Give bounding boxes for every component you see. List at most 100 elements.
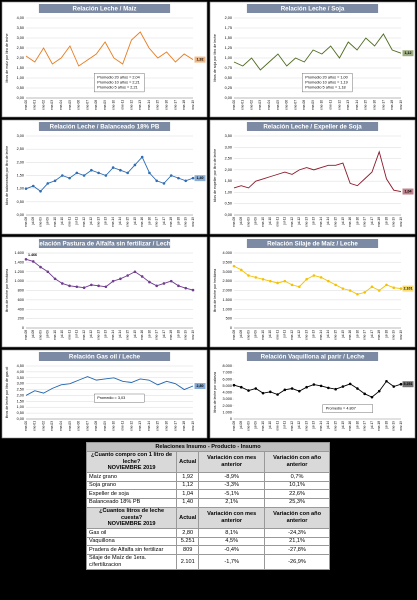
table-cell: Variación con mes anterior	[198, 506, 266, 529]
y-tick-label: 2.000	[222, 289, 232, 293]
annotation: Promedio 5 años = 1,18	[305, 86, 345, 90]
x-tick-label: ene-10	[53, 217, 57, 227]
y-tick-label: 4.000	[222, 251, 232, 255]
table-cell: -3,3%	[198, 480, 266, 491]
table-cell: 1,92	[176, 472, 200, 482]
x-tick-label: ene-17	[173, 421, 177, 431]
value-label: 1.466	[28, 253, 37, 257]
x-tick-label: ene-09	[38, 217, 42, 227]
x-tick-label: ene-11	[67, 217, 71, 227]
x-tick-label: ene-14	[147, 421, 151, 431]
x-tick-label: jul-08	[31, 217, 35, 226]
panel	[1, 236, 208, 348]
x-tick-label: ene-14	[111, 217, 115, 227]
x-tick-label: jul-12	[297, 217, 301, 226]
x-tick-label: ene-11	[275, 421, 279, 431]
panel	[1, 1, 208, 118]
y-tick-label: 3,50	[17, 26, 24, 30]
x-tick-label: ene-17	[155, 217, 159, 227]
y-tick-label: 3,00	[17, 36, 24, 40]
x-tick-label: jul-13	[312, 330, 316, 339]
y-tick-label: 1.600	[14, 251, 24, 255]
y-tick-label: 0	[22, 326, 24, 330]
x-tick-label: ene-10	[320, 100, 324, 110]
chart-title: Relación Leche / Expeller de Soja	[263, 123, 362, 130]
point	[348, 382, 352, 386]
x-tick-label: ene-16	[348, 330, 352, 340]
y-tick-label: 3,50	[17, 376, 24, 380]
x-tick-label: ene-12	[129, 100, 133, 110]
x-tick-label: jul-15	[341, 330, 345, 339]
x-tick-label: ene-14	[147, 100, 151, 110]
section-heading: NOVIEMBRE 2019	[107, 465, 156, 472]
x-tick-label: ene-19	[392, 330, 396, 340]
point	[232, 264, 236, 268]
x-tick-label: ene-11	[121, 421, 125, 431]
y-tick-label: 1.000	[222, 307, 232, 311]
x-tick-label: nov-19	[191, 100, 195, 110]
point	[356, 292, 359, 296]
y-tick-label: 4,00	[17, 370, 24, 374]
x-tick-label: jul-16	[147, 330, 151, 339]
table-cell: Gas oil	[85, 527, 178, 538]
x-tick-label: jul-10	[60, 217, 64, 226]
point	[334, 387, 337, 391]
point	[126, 171, 129, 175]
x-tick-label: ene-17	[363, 217, 367, 227]
y-tick-label: 7.000	[222, 371, 232, 375]
y-tick-label: 600	[18, 298, 24, 302]
y-tick-label: 2,50	[225, 157, 232, 161]
x-tick-label: ene-12	[290, 421, 294, 431]
point	[119, 277, 122, 281]
y-tick-label: 1,00	[17, 187, 24, 191]
point	[61, 174, 64, 177]
y-axis-label: litros de soja por litro de leche	[213, 34, 217, 82]
y-tick-label: 1,50	[225, 36, 232, 40]
point	[334, 283, 337, 287]
x-tick-label: ene-16	[140, 330, 144, 340]
x-tick-label: ene-09	[311, 100, 315, 110]
point	[348, 289, 352, 292]
point	[191, 176, 195, 180]
x-tick-label: jul-15	[341, 421, 345, 430]
table-row: Gas oil 2,80 8,1% -24,3%	[85, 527, 330, 538]
point	[247, 389, 250, 392]
series-line	[233, 150, 402, 192]
point	[68, 284, 71, 288]
x-tick-label: ene-01	[241, 100, 245, 110]
y-tick-label: 3.500	[222, 260, 232, 264]
y-tick-label: 2,00	[225, 168, 232, 172]
x-tick-label: jul-08	[239, 421, 243, 430]
x-tick-label: jul-16	[355, 421, 359, 430]
x-tick-label: jul-10	[268, 421, 272, 430]
point	[363, 392, 366, 396]
table-cell: Silaje de Maíz de 1era. c/fertilizacion	[85, 553, 178, 570]
x-tick-label: ene-09	[103, 100, 107, 110]
title-bar	[38, 352, 171, 361]
x-tick-label: ene-17	[155, 330, 159, 340]
x-tick-label: ene-10	[261, 330, 265, 340]
x-tick-label: ene-18	[182, 100, 186, 110]
x-tick-label: ene-18	[377, 217, 381, 227]
x-tick-label: jul-11	[75, 330, 79, 339]
x-tick-label: jul-17	[162, 217, 166, 226]
table-cell: Actual	[176, 450, 200, 474]
y-tick-label: 2.500	[222, 279, 232, 283]
x-tick-label: jul-12	[297, 421, 301, 430]
x-tick-label: ene-08	[232, 421, 236, 431]
x-tick-label: jul-15	[133, 330, 137, 339]
point	[24, 187, 28, 190]
y-tick-label: 8.000	[222, 364, 232, 368]
y-tick-label: 0	[230, 326, 232, 330]
x-tick-label: jul-12	[297, 330, 301, 339]
value-label: 2.101	[404, 287, 413, 291]
x-tick-label: ene-04	[267, 100, 271, 110]
point	[298, 285, 301, 289]
x-tick-label: ene-17	[363, 421, 367, 431]
point	[82, 174, 86, 177]
annotation: Promedio 10 años = 2,21	[97, 81, 140, 85]
x-tick-label: ene-18	[182, 421, 186, 431]
x-tick-label: ene-15	[333, 330, 337, 340]
x-tick-label: jul-09	[254, 330, 258, 339]
point	[298, 389, 301, 393]
